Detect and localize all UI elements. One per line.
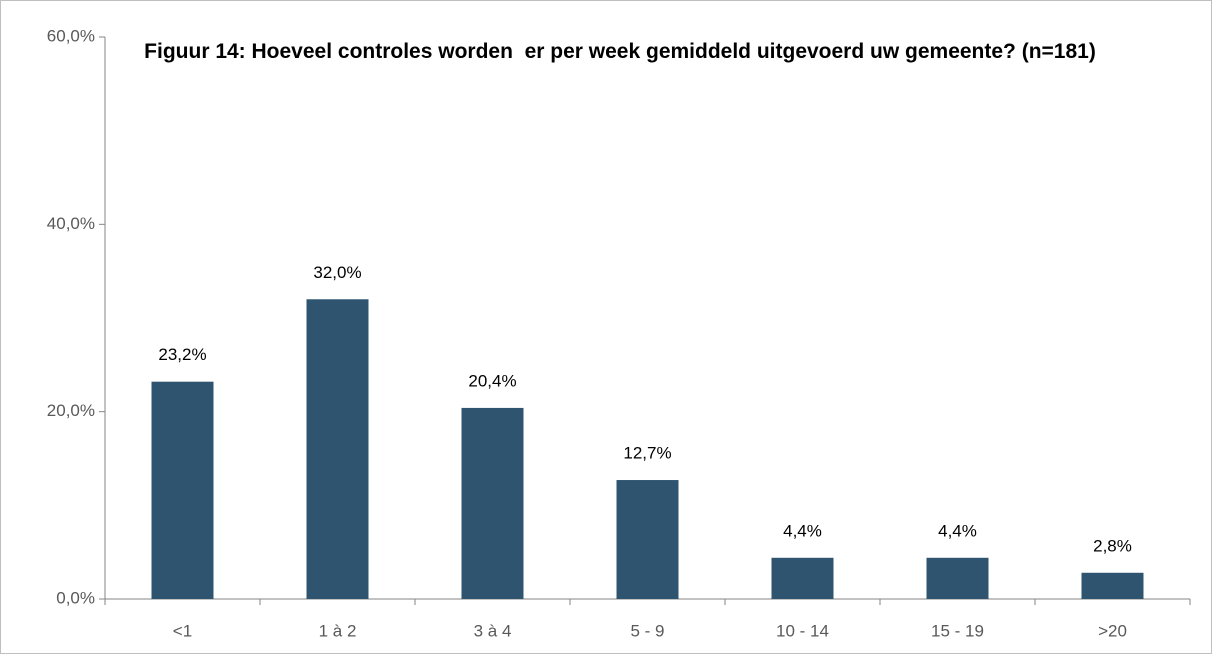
bar xyxy=(151,381,214,599)
y-tick-label: 0,0% xyxy=(56,588,95,607)
x-tick-label: >20 xyxy=(1098,621,1127,640)
bar xyxy=(926,557,989,599)
value-label: 12,7% xyxy=(623,444,671,463)
value-label: 4,4% xyxy=(783,521,822,540)
bar xyxy=(461,407,524,599)
chart-title: Figuur 14: Hoeveel controles worden er p… xyxy=(144,40,1096,63)
bar xyxy=(616,480,679,599)
bar xyxy=(771,557,834,599)
bar xyxy=(1081,572,1144,599)
value-label: 4,4% xyxy=(938,521,977,540)
value-label: 23,2% xyxy=(158,345,206,364)
x-tick-label: 1 à 2 xyxy=(319,621,357,640)
x-tick-label: 10 - 14 xyxy=(776,621,829,640)
x-tick-label: <1 xyxy=(173,621,192,640)
value-label: 20,4% xyxy=(468,371,516,390)
y-tick-label: 60,0% xyxy=(47,26,95,45)
y-tick-label: 40,0% xyxy=(47,214,95,233)
x-tick-label: 15 - 19 xyxy=(931,621,984,640)
value-label: 2,8% xyxy=(1093,536,1132,555)
y-tick-label: 20,0% xyxy=(47,401,95,420)
bar xyxy=(306,299,369,599)
x-tick-label: 5 - 9 xyxy=(630,621,664,640)
x-tick-label: 3 à 4 xyxy=(474,621,512,640)
value-label: 32,0% xyxy=(313,263,361,282)
